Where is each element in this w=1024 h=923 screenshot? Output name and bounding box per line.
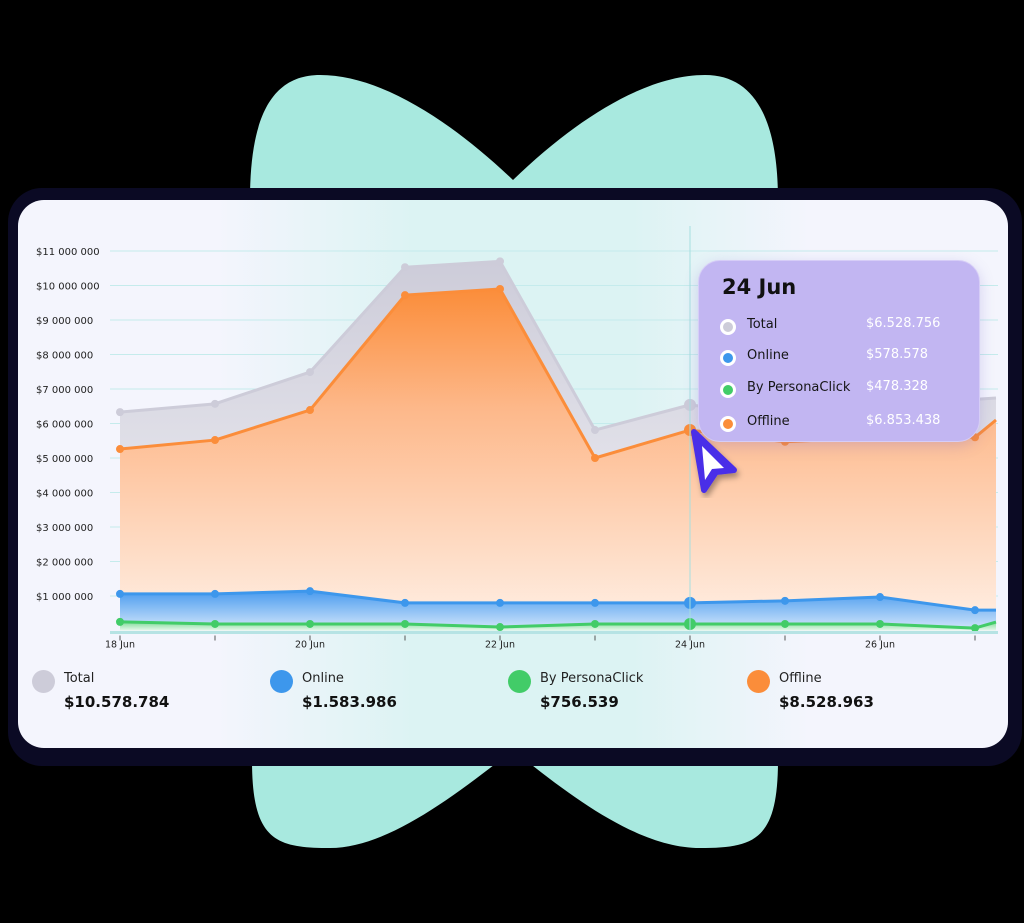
data-point[interactable]	[401, 598, 409, 607]
data-point[interactable]	[306, 619, 314, 628]
chart-card: $1 000 000 $2 000 000 $3 000 000 $4 000 000…	[18, 200, 1008, 748]
tooltip-value: $6.528.756	[866, 316, 941, 331]
tooltip-label: Total	[747, 317, 778, 332]
offline-dot-icon	[720, 416, 736, 432]
total-dot-icon	[720, 319, 736, 335]
data-point[interactable]	[306, 368, 314, 377]
tooltip-label: Online	[747, 348, 789, 363]
y-tick-label: $5 000 000	[36, 454, 93, 465]
tooltip-row-total: Total $6.528.756	[720, 316, 970, 336]
data-point[interactable]	[116, 589, 124, 598]
y-tick-label: $6 000 000	[36, 420, 93, 431]
data-point[interactable]	[211, 619, 219, 628]
persona-dot-icon	[508, 670, 531, 693]
data-point[interactable]	[401, 291, 409, 300]
legend-value: $756.539	[540, 693, 619, 711]
data-point[interactable]	[211, 399, 219, 408]
legend-value: $1.583.986	[302, 693, 397, 711]
data-point[interactable]	[591, 619, 599, 628]
legend-label: Online	[302, 671, 344, 686]
online-dot-icon	[720, 350, 736, 366]
data-point[interactable]	[496, 284, 504, 293]
y-tick-label: $9 000 000	[36, 316, 93, 327]
tooltip-label: Offline	[747, 414, 790, 429]
data-point[interactable]	[211, 436, 219, 445]
data-point[interactable]	[876, 593, 884, 602]
legend-label: By PersonaClick	[540, 671, 644, 686]
data-point[interactable]	[116, 408, 124, 417]
data-point[interactable]	[401, 263, 409, 272]
tooltip-value: $6.853.438	[866, 413, 941, 428]
series-area	[120, 288, 996, 631]
y-tick-label: $8 000 000	[36, 351, 93, 362]
data-point[interactable]	[116, 445, 124, 454]
tooltip-row-online: Online $578.578	[720, 347, 970, 367]
tooltip-row-persona: By PersonaClick $478.328	[720, 379, 970, 399]
mouse-pointer-icon	[691, 429, 737, 493]
x-tick-label: 24 Jun	[675, 640, 705, 651]
x-tick-label: 22 Jun	[485, 640, 515, 651]
tooltip: 24 Jun Total $6.528.756 Online $578.578 …	[698, 260, 980, 442]
data-point[interactable]	[116, 617, 124, 626]
area-chart[interactable]: $1 000 000 $2 000 000 $3 000 000 $4 000 000…	[18, 200, 1008, 670]
data-point[interactable]	[401, 619, 409, 628]
legend-value: $10.578.784	[64, 693, 170, 711]
data-point[interactable]	[211, 589, 219, 598]
data-point[interactable]	[876, 619, 884, 628]
data-point[interactable]	[591, 598, 599, 607]
legend-label: Offline	[779, 671, 822, 686]
tooltip-date: 24 Jun	[722, 275, 797, 299]
y-tick-label: $3 000 000	[36, 523, 93, 534]
tooltip-value: $578.578	[866, 347, 929, 362]
data-point[interactable]	[591, 454, 599, 462]
tooltip-label: By PersonaClick	[747, 380, 851, 395]
x-tick-label: 26 Jun	[865, 640, 895, 651]
data-point[interactable]	[496, 257, 504, 266]
data-point[interactable]	[781, 596, 789, 605]
x-tick-label: 18 Jun	[105, 640, 135, 651]
y-tick-label: $11 000 000	[36, 247, 100, 258]
legend: Total $10.578.784 Online $1.583.986 By P…	[18, 668, 1008, 728]
data-point[interactable]	[781, 619, 789, 628]
data-point[interactable]	[591, 426, 599, 435]
data-point[interactable]	[496, 623, 504, 632]
legend-value: $8.528.963	[779, 693, 874, 711]
y-tick-label: $7 000 000	[36, 385, 93, 396]
online-dot-icon	[270, 670, 293, 693]
data-point[interactable]	[306, 587, 314, 596]
data-point[interactable]	[306, 406, 314, 415]
tooltip-value: $478.328	[866, 379, 929, 394]
y-tick-label: $2 000 000	[36, 558, 93, 569]
offline-dot-icon	[747, 670, 770, 693]
data-point[interactable]	[496, 598, 504, 607]
data-point[interactable]	[971, 606, 979, 615]
y-tick-label: $10 000 000	[36, 282, 100, 293]
persona-dot-icon	[720, 382, 736, 398]
series-area	[120, 591, 996, 631]
x-tick-label: 20 Jun	[295, 640, 325, 651]
tooltip-row-offline: Offline $6.853.438	[720, 413, 970, 433]
y-tick-label: $4 000 000	[36, 489, 93, 500]
data-point[interactable]	[971, 624, 979, 633]
y-tick-label: $1 000 000	[36, 592, 93, 603]
legend-label: Total	[64, 671, 95, 686]
total-dot-icon	[32, 670, 55, 693]
